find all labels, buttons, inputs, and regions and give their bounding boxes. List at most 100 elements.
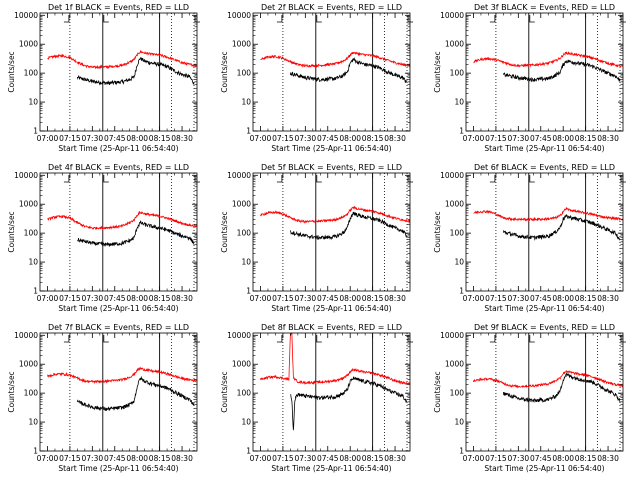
panel-det-6: Det 6f BLACK = Events, RED = LLD 1 10 100 10… xyxy=(433,163,627,313)
series-lld-line xyxy=(473,369,623,389)
y-tick-label: 10000 xyxy=(14,171,38,180)
y-tick-label: 10 xyxy=(241,258,251,267)
interval-bracket xyxy=(407,175,414,183)
x-axis-label: Start Time (25-Apr-11 06:54:40) xyxy=(58,144,178,153)
panel-title: Det 5f BLACK = Events, RED = LLD xyxy=(261,163,402,172)
x-tick-label: 08:15 xyxy=(575,134,597,143)
x-tick-label: 08:00 xyxy=(552,134,574,143)
interval-bracket xyxy=(194,335,201,343)
plot-frame xyxy=(465,332,624,452)
interval-bracket xyxy=(529,175,535,183)
y-tick-label: 1 xyxy=(246,287,251,296)
series-events-line xyxy=(502,372,621,404)
y-tick-label: 10000 xyxy=(440,171,464,180)
x-tick-label: 07:45 xyxy=(530,454,552,463)
x-tick-label: 07:30 xyxy=(508,454,530,463)
y-tick-label: 10 xyxy=(454,418,464,427)
x-tick-label: 08:00 xyxy=(339,134,361,143)
x-axis-label: Start Time (25-Apr-11 06:54:40) xyxy=(271,464,391,473)
series-lld-line xyxy=(473,206,623,222)
x-axis-label: Start Time (25-Apr-11 06:54:40) xyxy=(58,304,178,313)
x-tick-label: 08:30 xyxy=(597,134,619,143)
panel-det-1: Det 1f BLACK = Events, RED = LLD 1 10 100 10… xyxy=(7,3,201,153)
y-axis-label: Counts/sec xyxy=(433,211,442,252)
x-tick-label: 08:00 xyxy=(126,454,148,463)
y-tick-label: 1000 xyxy=(445,200,464,209)
panel-det-4: Det 4f BLACK = Events, RED = LLD 1 10 100 10… xyxy=(7,163,201,313)
x-tick-label: 07:00 xyxy=(37,454,59,463)
x-tick-label: 07:30 xyxy=(295,134,317,143)
x-axis-label: Start Time (25-Apr-11 06:54:40) xyxy=(58,464,178,473)
interval-bracket xyxy=(276,175,283,183)
series-events-line xyxy=(76,57,195,86)
interval-bracket xyxy=(103,175,109,183)
y-tick-label: 10000 xyxy=(227,331,251,340)
interval-bracket xyxy=(529,15,535,23)
x-tick-label: 08:30 xyxy=(597,454,619,463)
x-tick-label: 08:00 xyxy=(126,134,148,143)
x-tick-label: 07:30 xyxy=(295,294,317,303)
x-tick-label: 07:45 xyxy=(104,134,126,143)
series-events-line xyxy=(290,376,408,431)
y-tick-label: 10 xyxy=(28,258,38,267)
y-tick-label: 10000 xyxy=(227,171,251,180)
y-tick-label: 100 xyxy=(24,229,39,238)
series-events-line xyxy=(502,213,621,241)
y-tick-label: 1 xyxy=(246,127,251,136)
series-events-line xyxy=(289,57,408,84)
series-lld-line xyxy=(260,206,410,224)
y-tick-label: 100 xyxy=(450,229,465,238)
y-tick-label: 1 xyxy=(33,447,38,456)
series-events-line xyxy=(502,59,621,83)
y-tick-label: 100 xyxy=(237,389,252,398)
panel-title: Det 7f BLACK = Events, RED = LLD xyxy=(48,323,189,332)
x-tick-label: 07:45 xyxy=(317,454,339,463)
y-tick-label: 100 xyxy=(24,389,39,398)
x-tick-label: 07:45 xyxy=(530,294,552,303)
x-tick-label: 07:15 xyxy=(59,134,81,143)
y-tick-label: 1000 xyxy=(232,200,251,209)
series-lld-line xyxy=(260,333,410,386)
x-tick-label: 07:15 xyxy=(485,454,507,463)
y-tick-label: 10 xyxy=(241,98,251,107)
interval-bracket xyxy=(489,15,496,23)
x-tick-label: 07:30 xyxy=(82,294,104,303)
plot-frame xyxy=(252,332,411,452)
x-tick-label: 07:15 xyxy=(272,454,294,463)
series-lld-line xyxy=(260,51,410,69)
interval-bracket xyxy=(489,335,496,343)
y-tick-label: 1000 xyxy=(445,40,464,49)
x-tick-label: 07:45 xyxy=(104,454,126,463)
x-tick-label: 07:30 xyxy=(82,454,104,463)
x-tick-label: 07:00 xyxy=(37,294,59,303)
y-tick-label: 1 xyxy=(459,447,464,456)
interval-bracket xyxy=(407,335,414,343)
y-tick-label: 1000 xyxy=(19,360,38,369)
x-tick-label: 07:45 xyxy=(104,294,126,303)
x-tick-label: 07:15 xyxy=(485,294,507,303)
x-tick-label: 08:30 xyxy=(384,454,406,463)
y-tick-label: 1000 xyxy=(232,360,251,369)
y-tick-label: 10 xyxy=(28,418,38,427)
interval-bracket xyxy=(194,15,201,23)
plot-frame xyxy=(39,12,198,132)
panel-det-3: Det 3f BLACK = Events, RED = LLD 1 10 100 10… xyxy=(433,3,627,153)
y-tick-label: 1000 xyxy=(445,360,464,369)
x-tick-label: 07:00 xyxy=(463,134,485,143)
x-tick-label: 08:00 xyxy=(126,294,148,303)
x-tick-label: 08:30 xyxy=(384,134,406,143)
x-axis-label: Start Time (25-Apr-11 06:54:40) xyxy=(271,144,391,153)
y-axis-label: Counts/sec xyxy=(433,371,442,412)
y-tick-label: 10 xyxy=(454,258,464,267)
plot-frame xyxy=(465,172,624,292)
series-lld-line xyxy=(47,49,197,70)
x-tick-label: 07:00 xyxy=(250,134,272,143)
y-tick-label: 100 xyxy=(450,69,465,78)
x-tick-label: 07:00 xyxy=(463,454,485,463)
x-tick-label: 08:30 xyxy=(171,454,193,463)
x-tick-label: 08:15 xyxy=(362,134,384,143)
interval-bracket xyxy=(103,335,109,343)
panel-title: Det 9f BLACK = Events, RED = LLD xyxy=(474,323,615,332)
x-tick-label: 07:00 xyxy=(250,454,272,463)
